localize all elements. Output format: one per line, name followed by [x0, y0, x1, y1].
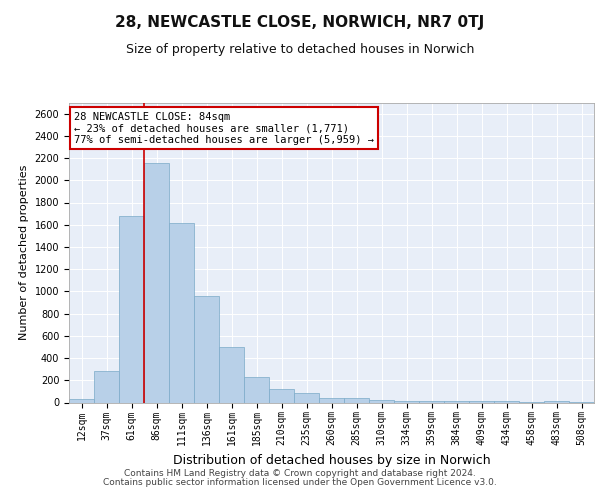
Bar — [469, 401, 494, 402]
Bar — [269, 389, 294, 402]
Text: Contains public sector information licensed under the Open Government Licence v3: Contains public sector information licen… — [103, 478, 497, 487]
Bar — [219, 347, 244, 403]
Bar — [319, 398, 344, 402]
Bar — [119, 216, 144, 402]
Bar — [394, 401, 419, 402]
Text: Size of property relative to detached houses in Norwich: Size of property relative to detached ho… — [126, 42, 474, 56]
Bar — [294, 392, 319, 402]
Bar — [344, 398, 369, 402]
Text: 28 NEWCASTLE CLOSE: 84sqm
← 23% of detached houses are smaller (1,771)
77% of se: 28 NEWCASTLE CLOSE: 84sqm ← 23% of detac… — [74, 112, 374, 144]
Y-axis label: Number of detached properties: Number of detached properties — [19, 165, 29, 340]
Bar — [169, 222, 194, 402]
Text: 28, NEWCASTLE CLOSE, NORWICH, NR7 0TJ: 28, NEWCASTLE CLOSE, NORWICH, NR7 0TJ — [115, 15, 485, 30]
Text: Contains HM Land Registry data © Crown copyright and database right 2024.: Contains HM Land Registry data © Crown c… — [124, 469, 476, 478]
Bar — [94, 372, 119, 402]
Bar — [369, 400, 394, 402]
Bar — [244, 377, 269, 402]
X-axis label: Distribution of detached houses by size in Norwich: Distribution of detached houses by size … — [173, 454, 490, 466]
Bar — [144, 162, 169, 402]
Bar — [194, 296, 219, 403]
Bar — [69, 399, 94, 402]
